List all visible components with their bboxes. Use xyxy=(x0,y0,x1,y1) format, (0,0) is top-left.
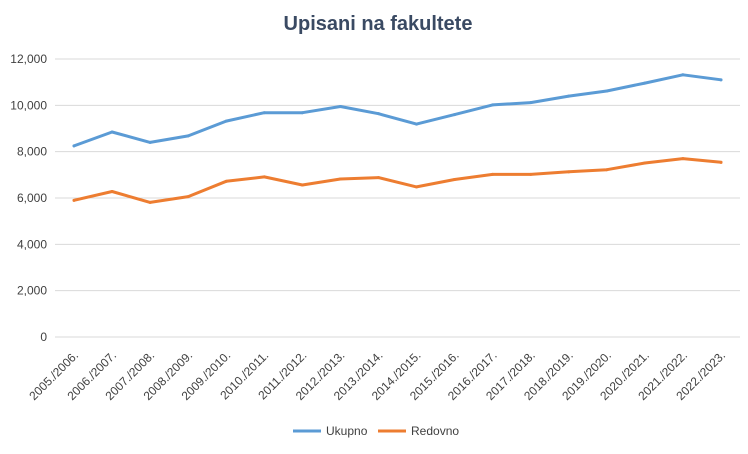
data-point xyxy=(567,170,571,174)
data-point xyxy=(72,144,76,148)
data-point xyxy=(453,113,457,117)
y-axis-ticks: 0 2,000 4,000 6,000 8,000 10,000 12,000 xyxy=(10,52,47,344)
data-point xyxy=(453,177,457,181)
y-tick-label: 0 xyxy=(40,330,47,344)
data-point xyxy=(491,103,495,107)
data-point xyxy=(376,176,380,180)
gridlines xyxy=(55,58,740,338)
data-point xyxy=(643,161,647,165)
y-tick-label: 10,000 xyxy=(10,98,47,112)
series-line-redovno xyxy=(72,157,723,204)
data-point xyxy=(415,185,419,189)
series-lines xyxy=(72,73,723,204)
series-line-ukupno xyxy=(72,73,723,148)
data-point xyxy=(719,160,723,164)
data-point xyxy=(681,157,685,161)
data-point xyxy=(605,168,609,172)
data-point xyxy=(719,78,723,82)
data-point xyxy=(224,119,228,123)
data-point xyxy=(300,183,304,187)
data-point xyxy=(529,101,533,105)
data-point xyxy=(110,130,114,134)
data-point xyxy=(186,195,190,199)
data-point xyxy=(567,94,571,98)
data-point xyxy=(681,73,685,77)
data-point xyxy=(148,200,152,204)
data-point xyxy=(300,111,304,115)
data-point xyxy=(186,134,190,138)
data-point xyxy=(491,172,495,176)
data-point xyxy=(338,104,342,108)
data-point xyxy=(643,81,647,85)
y-tick-label: 2,000 xyxy=(17,284,47,298)
data-point xyxy=(262,111,266,115)
data-point xyxy=(529,172,533,176)
x-axis-ticks: 2005./2006.2006./2007.2007./2008.2008./2… xyxy=(26,348,728,403)
data-point xyxy=(148,140,152,144)
legend-label: Ukupno xyxy=(326,424,368,438)
data-point xyxy=(376,112,380,116)
data-point xyxy=(605,89,609,93)
data-point xyxy=(338,177,342,181)
data-point xyxy=(110,190,114,194)
data-point xyxy=(224,179,228,183)
legend-label: Redovno xyxy=(411,424,459,438)
legend: Ukupno Redovno xyxy=(293,424,459,438)
y-tick-label: 12,000 xyxy=(10,52,47,66)
y-tick-label: 8,000 xyxy=(17,145,47,159)
y-tick-label: 4,000 xyxy=(17,237,47,251)
y-tick-label: 6,000 xyxy=(17,191,47,205)
data-point xyxy=(415,122,419,126)
data-point xyxy=(72,198,76,202)
chart-title: Upisani na fakultete xyxy=(284,13,473,35)
data-point xyxy=(262,175,266,179)
